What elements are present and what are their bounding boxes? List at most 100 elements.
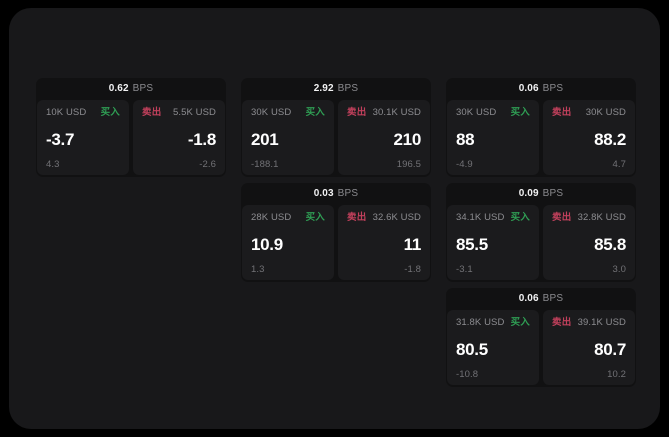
sell-panel[interactable]: 卖出 5.5K USD -1.8 -2.6: [133, 100, 225, 175]
sell-price: -1.8: [187, 130, 216, 150]
bps-value: 2.92: [313, 83, 334, 94]
spread-card[interactable]: 0.09 BPS 34.1K USD 买入 85.5 -3.1 卖出 32.8K…: [446, 183, 636, 282]
buy-price: 10.9: [251, 235, 283, 255]
card-header: 0.06 BPS: [446, 288, 636, 310]
sell-panel-header: 卖出 30K USD: [552, 107, 626, 118]
sell-action-label: 卖出: [142, 106, 162, 118]
sell-panel[interactable]: 卖出 32.6K USD 11 -1.8: [338, 205, 430, 280]
buy-panel-header: 30K USD 买入: [251, 107, 325, 118]
buy-action-label: 买入: [100, 106, 120, 118]
buy-size-label: 28K USD: [251, 211, 292, 223]
buy-action-label: 买入: [510, 106, 530, 118]
sell-action-label: 卖出: [552, 106, 572, 118]
sell-price: 80.7: [594, 340, 626, 360]
card-header: 0.03 BPS: [241, 183, 431, 205]
buy-size-label: 30K USD: [456, 106, 497, 118]
sell-size-label: 32.8K USD: [577, 211, 626, 223]
sell-panel[interactable]: 卖出 30K USD 88.2 4.7: [543, 100, 635, 175]
card-body: 10K USD 买入 -3.7 4.3 卖出 5.5K USD -1.8 -2.…: [36, 100, 226, 176]
sell-subvalue: 196.5: [396, 158, 421, 170]
buy-panel-header: 10K USD 买入: [46, 107, 120, 118]
buy-panel[interactable]: 28K USD 买入 10.9 1.3: [242, 205, 334, 280]
bps-value: 0.62: [108, 83, 129, 94]
spread-card[interactable]: 0.06 BPS 30K USD 买入 88 -4.9 卖出 30K USD: [446, 78, 636, 177]
sell-action-label: 卖出: [347, 106, 367, 118]
bps-value: 0.09: [518, 188, 539, 199]
buy-subvalue: 4.3: [46, 158, 60, 170]
sell-panel-header: 卖出 32.6K USD: [347, 212, 421, 223]
bps-unit-label: BPS: [542, 83, 564, 94]
card-header: 0.09 BPS: [446, 183, 636, 205]
sell-subvalue: 10.2: [607, 368, 626, 380]
buy-subvalue: -188.1: [251, 158, 279, 170]
app-surface: 0.62 BPS 10K USD 买入 -3.7 4.3 卖出 5.5K USD: [9, 8, 660, 429]
sell-action-label: 卖出: [347, 211, 367, 223]
bps-unit-label: BPS: [542, 293, 564, 304]
buy-subvalue: 1.3: [251, 263, 265, 275]
buy-panel-header: 28K USD 买入: [251, 212, 325, 223]
buy-panel[interactable]: 10K USD 买入 -3.7 4.3: [37, 100, 129, 175]
buy-action-label: 买入: [510, 316, 530, 328]
sell-size-label: 5.5K USD: [172, 106, 216, 118]
bps-unit-label: BPS: [337, 83, 359, 94]
sell-subvalue: -1.8: [404, 263, 421, 275]
buy-subvalue: -10.8: [456, 368, 479, 380]
bps-value: 0.06: [518, 293, 539, 304]
sell-action-label: 卖出: [552, 211, 572, 223]
buy-panel[interactable]: 30K USD 买入 201 -188.1: [242, 100, 334, 175]
buy-size-label: 10K USD: [46, 106, 87, 118]
sell-panel-header: 卖出 39.1K USD: [552, 317, 626, 328]
sell-panel[interactable]: 卖出 30.1K USD 210 196.5: [338, 100, 430, 175]
card-body: 30K USD 买入 88 -4.9 卖出 30K USD 88.2 4.7: [446, 100, 636, 176]
spread-card[interactable]: 2.92 BPS 30K USD 买入 201 -188.1 卖出 30.1K …: [241, 78, 431, 177]
buy-panel-header: 30K USD 买入: [456, 107, 530, 118]
sell-subvalue: 3.0: [612, 263, 626, 275]
sell-panel-header: 卖出 5.5K USD: [142, 107, 216, 118]
buy-action-label: 买入: [305, 106, 325, 118]
buy-panel[interactable]: 30K USD 买入 88 -4.9: [447, 100, 539, 175]
buy-price: 88: [456, 130, 475, 150]
sell-price: 85.8: [594, 235, 626, 255]
buy-panel-header: 34.1K USD 买入: [456, 212, 530, 223]
card-body: 31.8K USD 买入 80.5 -10.8 卖出 39.1K USD 80.…: [446, 310, 636, 386]
sell-price: 88.2: [594, 130, 626, 150]
bps-value: 0.06: [518, 83, 539, 94]
card-header: 2.92 BPS: [241, 78, 431, 100]
sell-size-label: 32.6K USD: [372, 211, 421, 223]
spread-card[interactable]: 0.06 BPS 31.8K USD 买入 80.5 -10.8 卖出 39.1…: [446, 288, 636, 387]
sell-size-label: 39.1K USD: [577, 316, 626, 328]
sell-panel[interactable]: 卖出 39.1K USD 80.7 10.2: [543, 310, 635, 385]
buy-action-label: 买入: [510, 211, 530, 223]
card-header: 0.62 BPS: [36, 78, 226, 100]
sell-panel[interactable]: 卖出 32.8K USD 85.8 3.0: [543, 205, 635, 280]
bps-value: 0.03: [313, 188, 334, 199]
card-body: 28K USD 买入 10.9 1.3 卖出 32.6K USD 11 -1.8: [241, 205, 431, 281]
buy-action-label: 买入: [305, 211, 325, 223]
spread-card[interactable]: 0.62 BPS 10K USD 买入 -3.7 4.3 卖出 5.5K USD: [36, 78, 226, 177]
buy-panel[interactable]: 34.1K USD 买入 85.5 -3.1: [447, 205, 539, 280]
bps-unit-label: BPS: [132, 83, 154, 94]
sell-size-label: 30K USD: [585, 106, 626, 118]
buy-price: 85.5: [456, 235, 488, 255]
card-body: 34.1K USD 买入 85.5 -3.1 卖出 32.8K USD 85.8…: [446, 205, 636, 281]
sell-subvalue: 4.7: [612, 158, 626, 170]
buy-subvalue: -4.9: [456, 158, 473, 170]
sell-size-label: 30.1K USD: [372, 106, 421, 118]
sell-price: 11: [403, 235, 422, 255]
card-header: 0.06 BPS: [446, 78, 636, 100]
buy-price: 80.5: [456, 340, 488, 360]
sell-subvalue: -2.6: [199, 158, 216, 170]
buy-panel-header: 31.8K USD 买入: [456, 317, 530, 328]
sell-action-label: 卖出: [552, 316, 572, 328]
sell-panel-header: 卖出 32.8K USD: [552, 212, 626, 223]
bps-unit-label: BPS: [542, 188, 564, 199]
buy-size-label: 34.1K USD: [456, 211, 505, 223]
buy-price: -3.7: [46, 130, 75, 150]
spread-card[interactable]: 0.03 BPS 28K USD 买入 10.9 1.3 卖出 32.6K US…: [241, 183, 431, 282]
bps-unit-label: BPS: [337, 188, 359, 199]
card-body: 30K USD 买入 201 -188.1 卖出 30.1K USD 210 1…: [241, 100, 431, 176]
buy-panel[interactable]: 31.8K USD 买入 80.5 -10.8: [447, 310, 539, 385]
spread-card-grid: 0.62 BPS 10K USD 买入 -3.7 4.3 卖出 5.5K USD: [36, 78, 636, 398]
buy-size-label: 31.8K USD: [456, 316, 505, 328]
sell-price: 210: [393, 130, 422, 150]
